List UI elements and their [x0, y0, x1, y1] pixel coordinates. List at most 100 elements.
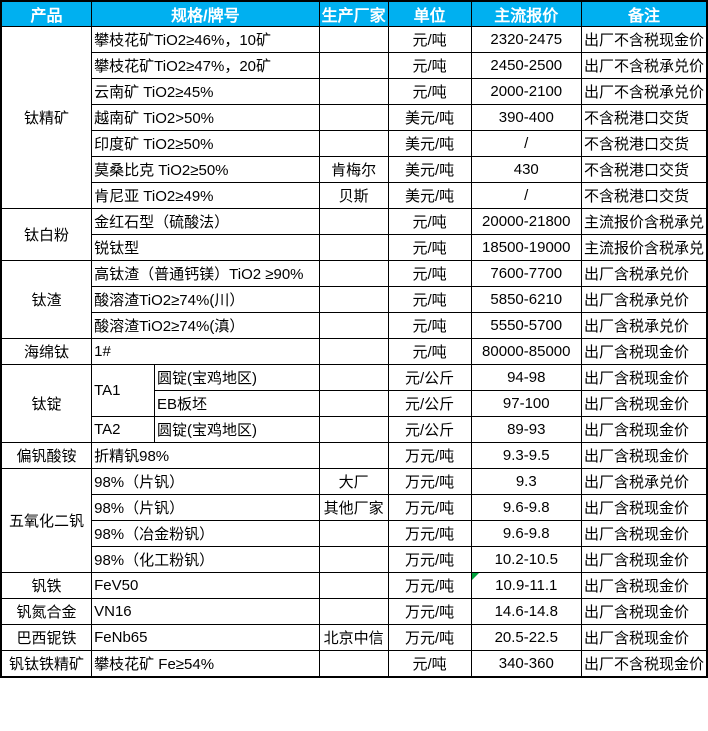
grade-cell: TA2: [91, 416, 155, 443]
table-row: 钒铁 FeV50 万元/吨 10.9-11.1 出厂含税现金价: [0, 572, 708, 599]
product-cell: 钒氮合金: [0, 598, 93, 625]
unit-cell: 元/公斤: [387, 390, 472, 417]
spec-cell: EB板坯: [153, 390, 320, 417]
table-row: 莫桑比克 TiO2≥50% 肯梅尔 美元/吨 430 不含税港口交货: [1, 156, 708, 183]
note-cell: 不含税港口交货: [580, 156, 708, 183]
price-cell: 14.6-14.8: [470, 598, 582, 625]
maker-cell: 北京中信: [318, 624, 389, 651]
price-cell: /: [470, 182, 582, 209]
price-cell: 2000-2100: [470, 78, 582, 105]
table-row: 98%（化工粉钒） 万元/吨 10.2-10.5 出厂含税现金价: [1, 546, 708, 573]
col-header-product: 产品: [0, 0, 93, 27]
product-cell: 五氧化二钒: [0, 468, 93, 573]
product-cell: 海绵钛: [0, 338, 93, 365]
note-cell: 出厂含税现金价: [580, 338, 708, 365]
maker-cell: [318, 416, 389, 443]
note-cell: 出厂含税现金价: [580, 624, 708, 651]
unit-cell: 元/吨: [387, 26, 472, 53]
unit-cell: 万元/吨: [387, 624, 472, 651]
note-cell: 不含税港口交货: [580, 130, 708, 157]
price-cell: 20000-21800: [470, 208, 582, 235]
price-cell: 10.9-11.1: [470, 572, 582, 599]
spec-cell: 98%（片钒）: [91, 494, 320, 521]
col-header-note: 备注: [580, 0, 708, 27]
price-cell: 2320-2475: [470, 26, 582, 53]
note-cell: 出厂含税现金价: [580, 442, 708, 469]
maker-cell: [318, 338, 389, 365]
table-row: 巴西铌铁 FeNb65 北京中信 万元/吨 20.5-22.5 出厂含税现金价: [0, 624, 708, 651]
maker-cell: [318, 364, 389, 391]
note-cell: 出厂含税现金价: [580, 520, 708, 547]
product-cell: 钒钛铁精矿: [0, 650, 93, 678]
note-cell: 不含税港口交货: [580, 104, 708, 131]
unit-cell: 美元/吨: [387, 130, 472, 157]
unit-cell: 元/吨: [387, 650, 472, 678]
note-cell: 出厂不含税承兑价: [580, 78, 708, 105]
product-cell: 钛渣: [0, 260, 93, 339]
maker-cell: [318, 26, 389, 53]
price-cell: 9.6-9.8: [470, 520, 582, 547]
note-cell: 出厂含税承兑价: [580, 260, 708, 287]
maker-cell: [318, 52, 389, 79]
spec-cell: 攀枝花矿 Fe≥54%: [91, 650, 320, 678]
unit-cell: 元/吨: [387, 208, 472, 235]
spec-cell: 圆锭(宝鸡地区): [153, 416, 320, 443]
unit-cell: 万元/吨: [387, 468, 472, 495]
col-header-spec: 规格/牌号: [91, 0, 320, 27]
maker-cell: [318, 208, 389, 235]
table-row: 钛精矿 攀枝花矿TiO2≥46%，10矿 元/吨 2320-2475 出厂不含税…: [0, 26, 708, 209]
unit-cell: 万元/吨: [387, 572, 472, 599]
spec-cell: 越南矿 TiO2>50%: [91, 104, 320, 131]
product-cell: 钒铁: [0, 572, 93, 599]
spec-cell: 98%（冶金粉钒）: [91, 520, 320, 547]
col-header-unit: 单位: [387, 0, 472, 27]
note-cell: 出厂含税现金价: [580, 416, 708, 443]
maker-cell: [318, 286, 389, 313]
unit-cell: 元/吨: [387, 260, 472, 287]
table-row: 云南矿 TiO2≥45% 元/吨 2000-2100 出厂不含税承兑价: [1, 78, 708, 105]
maker-cell: [318, 104, 389, 131]
spec-cell: 酸溶渣TiO2≥74%(滇）: [91, 312, 320, 339]
spec-cell: 折精钒98%: [91, 442, 320, 469]
price-cell: 20.5-22.5: [470, 624, 582, 651]
spec-cell: FeNb65: [91, 624, 320, 651]
spec-cell: 肯尼亚 TiO2≥49%: [91, 182, 320, 209]
unit-cell: 万元/吨: [387, 442, 472, 469]
note-cell: 出厂含税承兑价: [580, 468, 708, 495]
maker-cell: 大厂: [318, 468, 389, 495]
table-row: 钒氮合金 VN16 万元/吨 14.6-14.8 出厂含税现金价: [0, 598, 708, 625]
unit-cell: 元/吨: [387, 338, 472, 365]
maker-cell: [318, 130, 389, 157]
maker-cell: [318, 78, 389, 105]
table-row: 98%（冶金粉钒） 万元/吨 9.6-9.8 出厂含税现金价: [1, 520, 708, 547]
table-row: TA2 圆锭(宝鸡地区) 元/公斤 89-93 出厂含税现金价: [1, 416, 708, 443]
unit-cell: 元/吨: [387, 52, 472, 79]
spec-cell: 金红石型（硫酸法）: [91, 208, 320, 235]
note-cell: 出厂含税承兑价: [580, 286, 708, 313]
unit-cell: 元/吨: [387, 78, 472, 105]
unit-cell: 美元/吨: [387, 156, 472, 183]
table-row: 98%（片钒） 其他厂家 万元/吨 9.6-9.8 出厂含税现金价: [1, 494, 708, 521]
product-cell: 钛锭: [0, 364, 93, 443]
note-cell: 出厂含税现金价: [580, 494, 708, 521]
price-cell: 89-93: [470, 416, 582, 443]
spec-cell: 1#: [91, 338, 320, 365]
spec-cell: 98%（片钒）: [91, 468, 320, 495]
table-row: 钛白粉 金红石型（硫酸法） 元/吨 20000-21800 主流报价含税承兑: [0, 208, 708, 261]
note-cell: 不含税港口交货: [580, 182, 708, 209]
spec-cell: 印度矿 TiO2≥50%: [91, 130, 320, 157]
note-cell: 出厂含税现金价: [580, 598, 708, 625]
unit-cell: 美元/吨: [387, 104, 472, 131]
unit-cell: 美元/吨: [387, 182, 472, 209]
unit-cell: 万元/吨: [387, 546, 472, 573]
price-cell: 7600-7700: [470, 260, 582, 287]
table-row: 钒钛铁精矿 攀枝花矿 Fe≥54% 元/吨 340-360 出厂不含税现金价: [0, 650, 708, 678]
price-table: 产品 规格/牌号 生产厂家 单位 主流报价 备注 钛精矿 攀枝花矿TiO2≥46…: [0, 0, 708, 678]
header-row: 产品 规格/牌号 生产厂家 单位 主流报价 备注: [0, 0, 708, 27]
spec-cell: 攀枝花矿TiO2≥47%，20矿: [91, 52, 320, 79]
maker-cell: 贝斯: [318, 182, 389, 209]
unit-cell: 元/吨: [387, 312, 472, 339]
note-cell: 主流报价含税承兑: [580, 208, 708, 235]
price-cell: 5550-5700: [470, 312, 582, 339]
table-row: 偏钒酸铵 折精钒98% 万元/吨 9.3-9.5 出厂含税现金价: [0, 442, 708, 469]
